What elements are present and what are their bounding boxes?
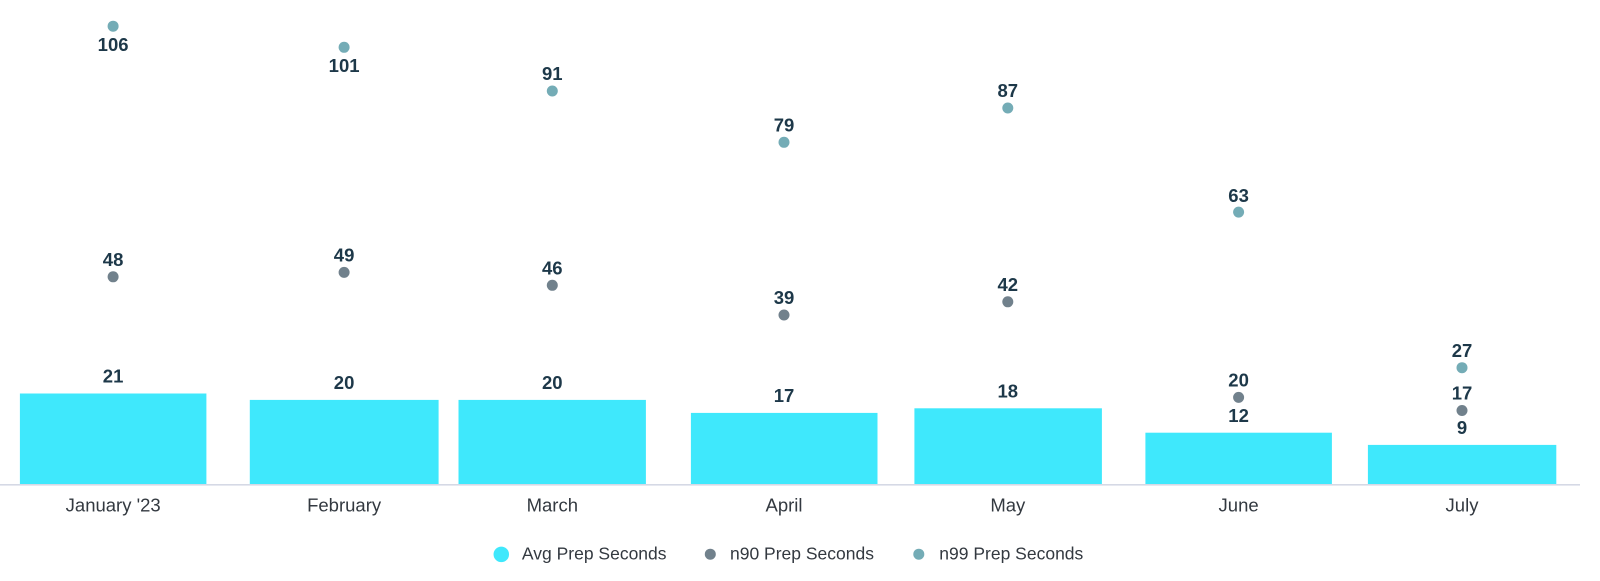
svg-text:21: 21 [103, 366, 124, 387]
svg-text:20: 20 [542, 372, 563, 393]
svg-text:July: July [1446, 495, 1480, 516]
svg-text:48: 48 [103, 249, 124, 270]
svg-text:18: 18 [998, 381, 1019, 402]
svg-text:April: April [765, 495, 802, 516]
svg-text:46: 46 [542, 257, 563, 278]
svg-text:March: March [527, 495, 578, 516]
svg-text:20: 20 [334, 372, 355, 393]
svg-text:87: 87 [998, 80, 1019, 101]
svg-text:101: 101 [329, 55, 360, 76]
svg-text:17: 17 [774, 385, 795, 406]
svg-text:39: 39 [774, 287, 795, 308]
svg-text:91: 91 [542, 63, 563, 84]
svg-text:May: May [990, 495, 1026, 516]
svg-text:February: February [307, 495, 382, 516]
svg-text:79: 79 [774, 115, 795, 136]
svg-text:17: 17 [1452, 382, 1473, 403]
svg-text:n99 Prep Seconds: n99 Prep Seconds [939, 544, 1083, 564]
svg-text:106: 106 [98, 34, 129, 55]
svg-text:Avg Prep Seconds: Avg Prep Seconds [522, 544, 667, 564]
svg-text:12: 12 [1228, 405, 1249, 426]
svg-text:n90 Prep Seconds: n90 Prep Seconds [730, 544, 874, 564]
svg-text:49: 49 [334, 244, 355, 265]
svg-text:27: 27 [1452, 340, 1473, 361]
svg-text:63: 63 [1228, 185, 1249, 206]
svg-text:9: 9 [1457, 417, 1467, 438]
svg-text:June: June [1219, 495, 1259, 516]
svg-text:20: 20 [1228, 369, 1249, 390]
svg-text:January '23: January '23 [66, 495, 161, 516]
svg-text:42: 42 [998, 274, 1019, 295]
